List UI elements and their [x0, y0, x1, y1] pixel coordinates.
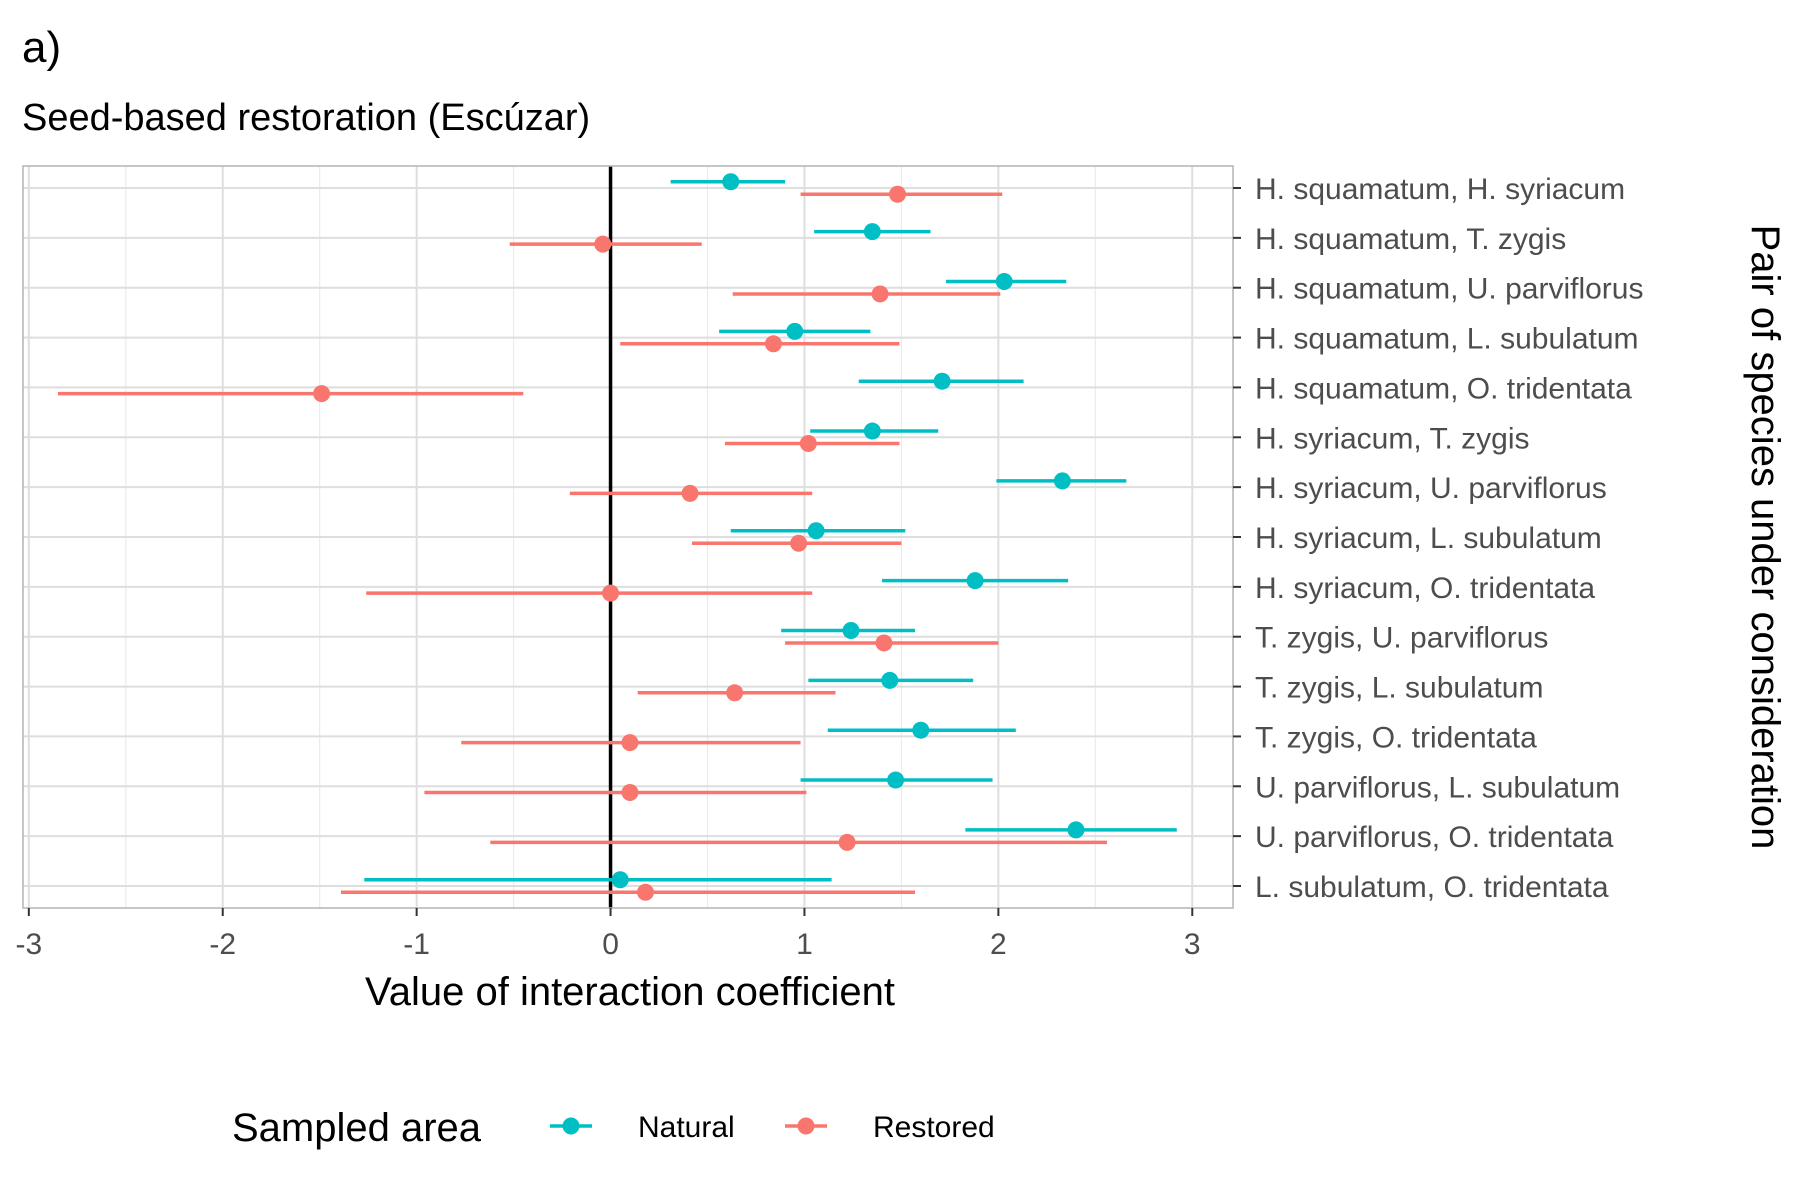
data-point: [602, 584, 620, 602]
data-point: [912, 721, 930, 739]
y-tick-label: H. squamatum, H. syriacum: [1255, 173, 1625, 206]
data-point: [681, 484, 699, 502]
data-point: [871, 285, 889, 303]
legend-item-natural: Natural: [550, 1111, 735, 1144]
data-point: [966, 572, 984, 590]
data-point: [863, 422, 881, 440]
data-point: [611, 871, 629, 889]
data-point: [881, 671, 899, 689]
y-tick-label: H. syriacum, T. zygis: [1255, 422, 1530, 455]
legend: Sampled area Natural Restored: [232, 1106, 995, 1150]
x-tick-label: -1: [403, 928, 430, 961]
x-tick-label: 0: [602, 928, 619, 961]
legend-label: Restored: [873, 1111, 995, 1144]
x-axis-title: Value of interaction coefficient: [365, 970, 895, 1014]
x-tick-label: -2: [209, 928, 236, 961]
data-point: [1053, 472, 1071, 490]
data-point: [722, 173, 740, 191]
series-restored: [57, 185, 1107, 901]
y-tick-label: T. zygis, U. parviflorus: [1255, 622, 1548, 655]
legend-marker: [562, 1117, 580, 1135]
data-point: [726, 684, 744, 702]
legend-title: Sampled area: [232, 1106, 482, 1150]
data-point: [786, 322, 804, 340]
data-point: [887, 771, 905, 789]
legend-item-restored: Restored: [785, 1111, 995, 1144]
data-point: [621, 734, 639, 752]
y-tick-label: H. syriacum, O. tridentata: [1255, 572, 1595, 605]
data-point: [807, 522, 825, 540]
legend-items: Natural Restored: [550, 1111, 995, 1144]
data-point: [621, 784, 639, 802]
data-point: [1067, 821, 1085, 839]
data-point: [594, 235, 612, 253]
y-tick-labels: H. squamatum, H. syriacum H. squamatum, T…: [1233, 173, 1643, 904]
y-tick-label: H. squamatum, T. zygis: [1255, 223, 1566, 256]
data-point: [842, 621, 860, 639]
y-tick-label: U. parviflorus, L. subulatum: [1255, 771, 1620, 804]
data-point: [863, 223, 881, 241]
data-point: [995, 272, 1013, 290]
y-tick-label: H. squamatum, O. tridentata: [1255, 372, 1632, 405]
x-tick-label: 1: [796, 928, 813, 961]
y-tick-label: T. zygis, O. tridentata: [1255, 721, 1537, 754]
y-tick-label: H. syriacum, L. subulatum: [1255, 522, 1602, 555]
panel-label: a): [22, 23, 61, 72]
y-tick-label: L. subulatum, O. tridentata: [1255, 871, 1609, 904]
data-point: [838, 833, 856, 851]
plot-panel: [22, 165, 1234, 909]
series-natural: [364, 173, 1177, 889]
y-tick-label: T. zygis, L. subulatum: [1255, 672, 1543, 705]
x-axis: -3 -2 -1 0 1 2 3: [15, 908, 1201, 961]
data-point: [799, 435, 817, 453]
data-point: [889, 185, 907, 203]
y-tick-label: H. squamatum, U. parviflorus: [1255, 273, 1643, 306]
x-tick-label: -3: [15, 928, 42, 961]
legend-label: Natural: [638, 1111, 735, 1144]
y-tick-label: H. syriacum, U. parviflorus: [1255, 472, 1607, 505]
y-axis-title: Pair of species under consideration: [1743, 225, 1787, 850]
data-point: [933, 372, 951, 390]
data-point: [313, 385, 331, 403]
x-tick-label: 3: [1184, 928, 1201, 961]
series-group: [57, 173, 1177, 901]
chart-title: Seed-based restoration (Escúzar): [22, 97, 590, 139]
data-point: [764, 335, 782, 353]
data-point: [636, 883, 654, 901]
x-tick-label: 2: [990, 928, 1007, 961]
y-tick-label: H. squamatum, L. subulatum: [1255, 323, 1639, 356]
legend-marker: [797, 1117, 815, 1135]
data-point: [875, 634, 893, 652]
data-point: [790, 534, 808, 552]
y-tick-label: U. parviflorus, O. tridentata: [1255, 821, 1614, 854]
